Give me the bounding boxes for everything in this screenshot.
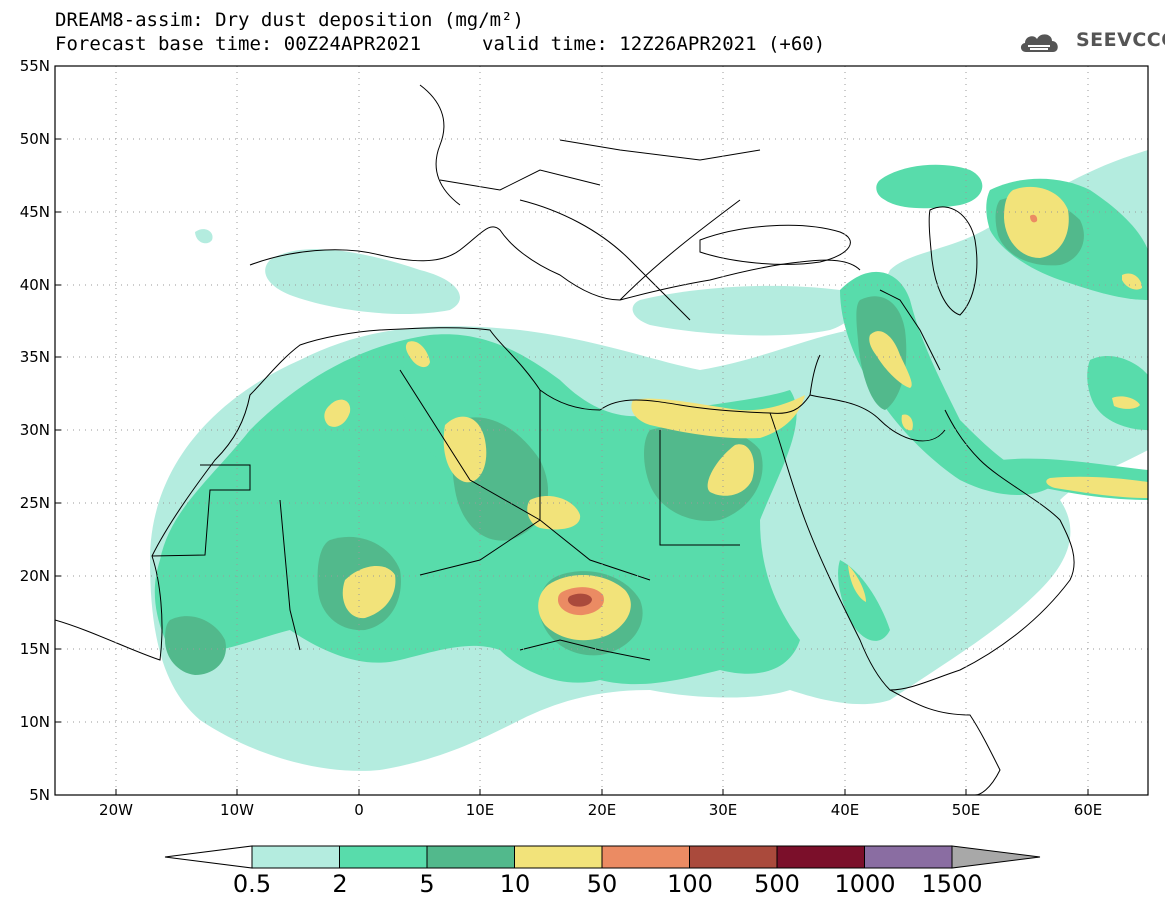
valid-time: valid time: 12Z26APR2021 (+60) — [482, 33, 826, 55]
colorbar-label: 1000 — [834, 870, 896, 898]
dust-fields — [150, 150, 1148, 771]
logo-text: SEEVCCC — [1076, 29, 1165, 51]
lon-label: 50E — [952, 801, 981, 819]
colorbar-label: 100 — [667, 870, 713, 898]
colorbar-label: 50 — [586, 870, 618, 898]
colorbar-label: 1500 — [921, 870, 983, 898]
level-10-50 — [324, 186, 1148, 641]
lat-label: 30N — [20, 421, 50, 439]
lon-label: 20E — [588, 801, 617, 819]
colorbar-label: 2 — [332, 870, 348, 898]
lat-label: 45N — [20, 203, 50, 221]
coastlines-borders — [55, 84, 1075, 795]
lon-label: 0 — [354, 801, 364, 819]
lon-label: 30E — [709, 801, 738, 819]
longitude-labels: 20W 10W 0 10E 20E 30E 40E 50E 60E — [99, 801, 1102, 819]
colorbar-label: 5 — [419, 870, 435, 898]
lon-label: 40E — [831, 801, 860, 819]
lat-label: 5N — [29, 786, 50, 804]
lat-label: 25N — [20, 494, 50, 512]
lon-label: 10E — [466, 801, 495, 819]
axis-ticks — [55, 65, 1089, 796]
lon-label: 10W — [220, 801, 254, 819]
colorbar-label: 10 — [499, 870, 531, 898]
lat-label: 20N — [20, 567, 50, 585]
colorbar-label: 0.5 — [232, 870, 272, 898]
lat-label: 50N — [20, 130, 50, 148]
lat-label: 10N — [20, 713, 50, 731]
cloud-icon — [1020, 34, 1058, 52]
lat-label: 15N — [20, 640, 50, 658]
lat-label: 40N — [20, 276, 50, 294]
level-100-500 — [567, 593, 592, 607]
lat-label: 35N — [20, 348, 50, 366]
lon-label: 60E — [1074, 801, 1103, 819]
map-title: DREAM8-assim: Dry dust deposition (mg/m²… — [55, 9, 524, 31]
forecast-base-time: Forecast base time: 00Z24APR2021 — [55, 33, 422, 55]
graticule — [55, 66, 1148, 795]
lat-label: 55N — [20, 57, 50, 75]
seevccc-logo — [1020, 34, 1058, 52]
lon-label: 20W — [99, 801, 133, 819]
colorbar-label: 500 — [754, 870, 800, 898]
latitude-labels: 5N 10N 15N 20N 25N 30N 35N 40N 45N 50N 5… — [20, 57, 50, 804]
